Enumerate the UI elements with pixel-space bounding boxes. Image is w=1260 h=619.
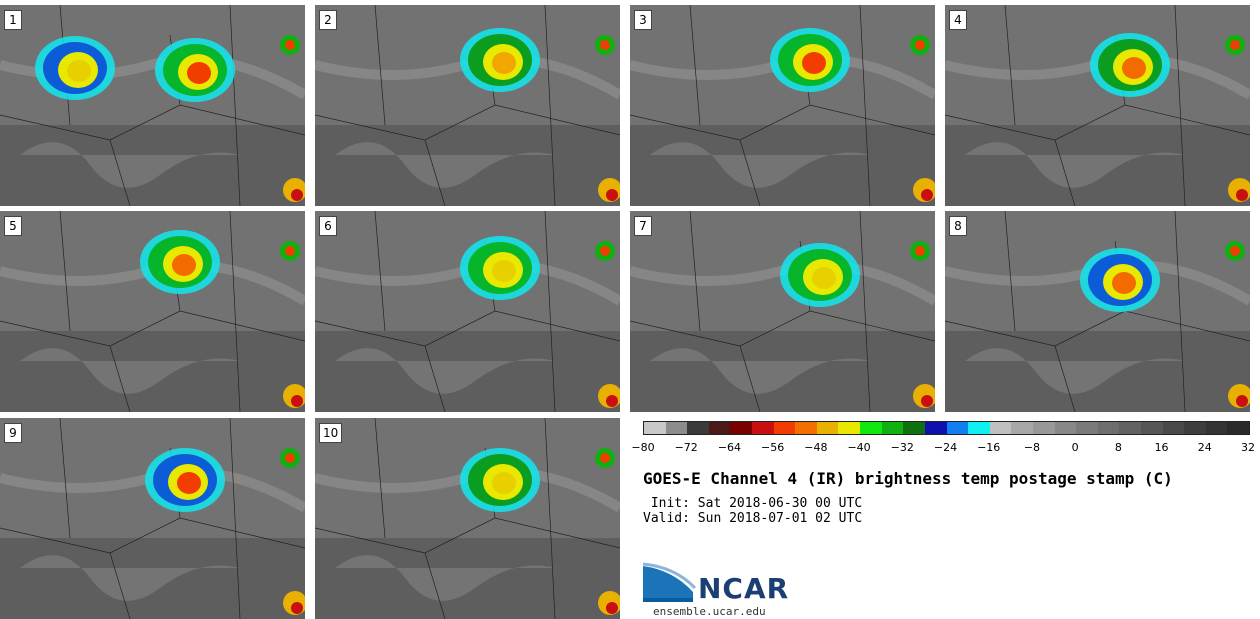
- map-panel: 4: [945, 5, 1250, 206]
- satellite-ir-map: [0, 418, 305, 619]
- satellite-ir-map: [315, 418, 620, 619]
- colorbar-swatch: [1076, 422, 1098, 434]
- colorbar-swatch: [1227, 422, 1250, 434]
- colorbar-swatch: [838, 422, 861, 434]
- satellite-ir-map: [315, 5, 620, 206]
- colorbar-swatch: [1011, 422, 1033, 434]
- colorbar-tick-label: −48: [804, 441, 828, 454]
- colorbar-swatch: [968, 422, 990, 434]
- colorbar-swatch: [1032, 422, 1055, 434]
- panel-number: 2: [319, 10, 337, 30]
- colorbar-swatch: [1184, 422, 1206, 434]
- colorbar-tick-label: −24: [933, 441, 958, 454]
- colorbar-ticks: −80 −72 −64 −56 −48 −40 −32 −24 −16 −8 0 8 16 24 32: [631, 441, 1255, 455]
- colorbar-swatch: [989, 422, 1012, 434]
- satellite-ir-map: [315, 211, 620, 412]
- colorbar-swatch: [708, 422, 731, 434]
- panel-number: 9: [4, 423, 22, 443]
- colorbar-swatch: [795, 422, 817, 434]
- ncar-logo-icon: [643, 562, 697, 602]
- colorbar: [643, 421, 1250, 435]
- map-panel: 1: [0, 5, 305, 206]
- colorbar-tick-label: 32: [1241, 441, 1255, 454]
- colorbar-swatch: [1097, 422, 1120, 434]
- colorbar-swatch: [860, 422, 882, 434]
- panel-number: 5: [4, 216, 22, 236]
- colorbar-swatch: [1119, 422, 1142, 434]
- figure-title: GOES-E Channel 4 (IR) brightness temp po…: [643, 469, 1173, 488]
- colorbar-swatch: [665, 422, 688, 434]
- logo-url: ensemble.ucar.edu: [653, 605, 766, 618]
- colorbar-swatch: [924, 422, 947, 434]
- panel-number: 10: [319, 423, 343, 443]
- map-panel: 5: [0, 211, 305, 412]
- satellite-ir-map: [630, 211, 935, 412]
- satellite-ir-map: [945, 211, 1250, 412]
- map-panel: 8: [945, 211, 1250, 412]
- colorbar-swatch: [1205, 422, 1228, 434]
- satellite-ir-map: [630, 5, 935, 206]
- colorbar-swatch: [773, 422, 796, 434]
- panel-number: 4: [949, 10, 967, 30]
- colorbar-tick-label: −32: [890, 441, 914, 454]
- colorbar-tick-label: −40: [847, 441, 871, 454]
- valid-time: Valid: Sun 2018-07-01 02 UTC: [643, 511, 863, 526]
- map-panel: 10: [315, 418, 620, 619]
- panel-number: 7: [634, 216, 652, 236]
- colorbar-tick-label: 16: [1154, 441, 1169, 454]
- panel-number: 8: [949, 216, 967, 236]
- panel-number: 6: [319, 216, 337, 236]
- colorbar-tick-label: −56: [761, 441, 785, 454]
- satellite-ir-map: [945, 5, 1250, 206]
- map-panel: 9: [0, 418, 305, 619]
- map-panel: 7: [630, 211, 935, 412]
- colorbar-swatch: [1054, 422, 1077, 434]
- colorbar-swatch: [816, 422, 839, 434]
- satellite-ir-map: [0, 211, 305, 412]
- map-panel: 3: [630, 5, 935, 206]
- map-panel: 6: [315, 211, 620, 412]
- colorbar-swatch: [752, 422, 774, 434]
- colorbar-tick-label: −8: [1023, 441, 1041, 454]
- colorbar-swatch: [881, 422, 904, 434]
- init-time: Init: Sat 2018-06-30 00 UTC: [643, 496, 863, 511]
- colorbar-tick-label: 0: [1071, 441, 1079, 454]
- colorbar-swatch: [1141, 422, 1163, 434]
- colorbar-swatch: [946, 422, 969, 434]
- logo-wordmark: NCAR: [698, 572, 790, 605]
- colorbar-tick-label: −80: [631, 441, 655, 454]
- colorbar-swatch: [644, 422, 666, 434]
- colorbar-swatch: [903, 422, 925, 434]
- panel-number: 3: [634, 10, 652, 30]
- panel-number: 1: [4, 10, 22, 30]
- colorbar-swatch: [730, 422, 753, 434]
- satellite-ir-map: [0, 5, 305, 206]
- colorbar-tick-label: −64: [717, 441, 742, 454]
- colorbar-tick-label: −72: [674, 441, 698, 454]
- colorbar-tick-label: 24: [1197, 441, 1212, 454]
- colorbar-tick-label: 8: [1114, 441, 1122, 454]
- colorbar-swatch: [687, 422, 709, 434]
- colorbar-tick-label: −16: [977, 441, 1001, 454]
- colorbar-swatch: [1162, 422, 1185, 434]
- map-panel: 2: [315, 5, 620, 206]
